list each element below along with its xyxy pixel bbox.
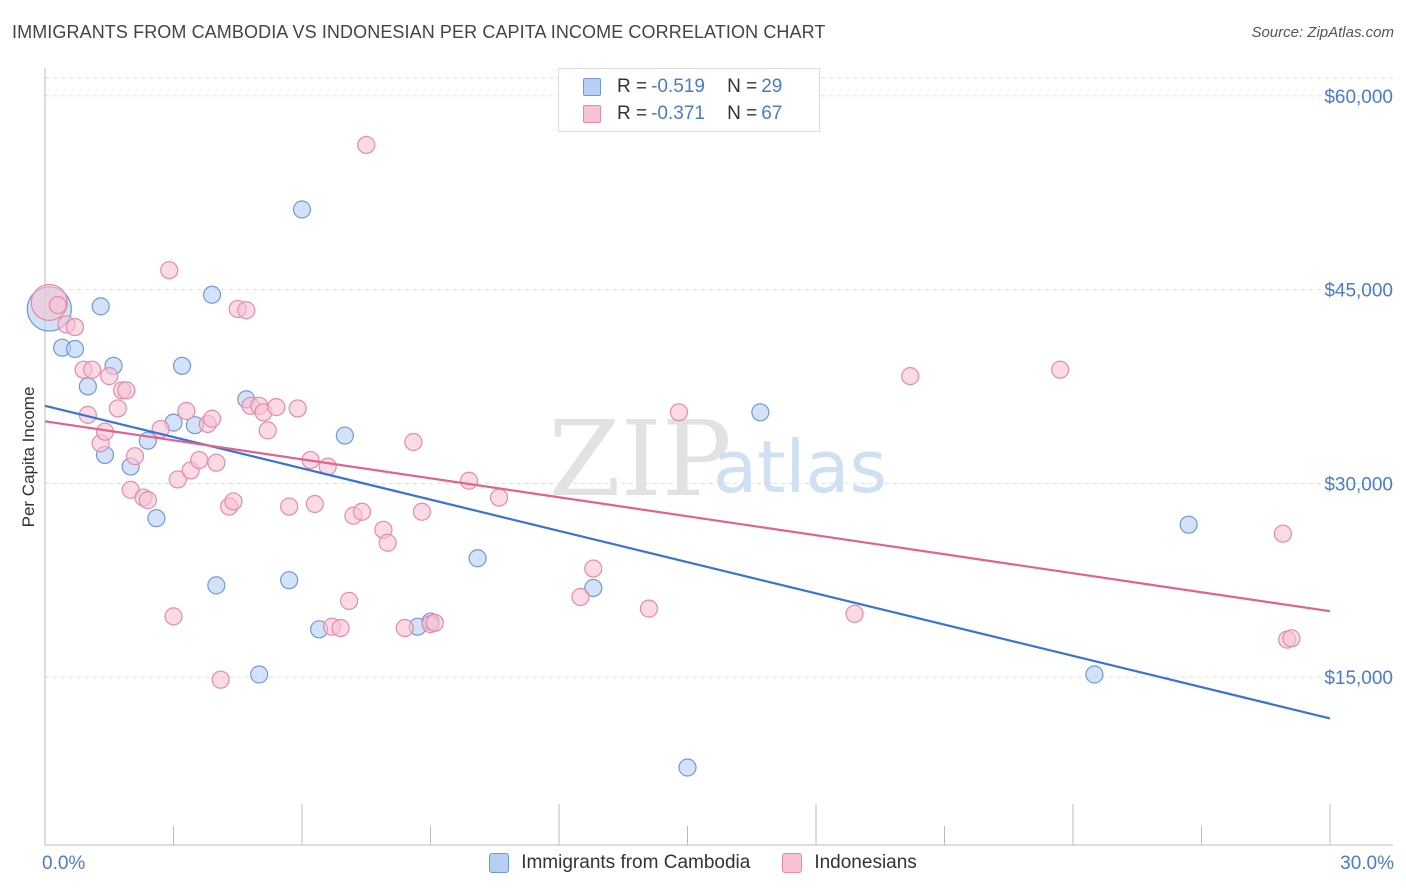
cambodia-trend-line xyxy=(44,404,1331,720)
cambodia-point xyxy=(202,285,222,304)
legend-label-indonesians: Indonesians xyxy=(814,852,917,873)
legend-r-value: -0.371 xyxy=(651,103,705,124)
indonesian-point xyxy=(357,135,376,155)
indonesian-point xyxy=(108,399,127,418)
legend-n-label: N = xyxy=(727,103,758,124)
tick-labels: $15,000 $30,000 $45,000 $60,000 0.0% 30.0% xyxy=(42,87,1394,874)
indonesian-point xyxy=(1282,629,1301,648)
legend-n-label: N = xyxy=(727,76,758,97)
legend-label-cambodia: Immigrants from Cambodia xyxy=(521,852,751,873)
legend-n-value: 67 xyxy=(761,103,783,124)
y-tick-label: $15,000 xyxy=(1324,668,1393,689)
cambodia-point xyxy=(584,578,603,598)
grid-lines xyxy=(45,77,1393,678)
series-legend: Immigrants from Cambodia Indonesians xyxy=(0,852,1406,874)
indonesian-point xyxy=(280,497,299,516)
indonesian-point xyxy=(168,470,187,489)
indonesian-point xyxy=(331,618,350,638)
indonesian-point xyxy=(211,670,230,689)
indonesian-point xyxy=(305,494,324,514)
indonesian-point xyxy=(267,398,286,417)
indonesian-point xyxy=(571,587,590,607)
indonesian-point xyxy=(404,432,423,452)
legend-swatch-blue xyxy=(583,78,601,96)
indonesian-trend-line xyxy=(44,420,1331,613)
indonesian-point xyxy=(412,502,432,521)
indonesian-point xyxy=(340,591,359,610)
indonesian-point xyxy=(378,533,397,552)
watermark-atlas: atlas xyxy=(713,425,887,509)
source-label: Source: ZipAtlas.com xyxy=(1251,24,1394,41)
indonesian-point xyxy=(395,618,414,638)
cambodia-point xyxy=(280,571,299,590)
indonesian-point xyxy=(1273,524,1292,543)
indonesian-point xyxy=(190,450,209,470)
indonesian-point xyxy=(901,367,920,386)
indonesian-point xyxy=(160,261,179,280)
legend-r-label: R = xyxy=(617,103,648,124)
cambodia-point xyxy=(207,576,226,595)
indonesian-point xyxy=(352,502,372,521)
indonesian-point xyxy=(425,613,444,632)
indonesian-point xyxy=(125,447,145,466)
cambodia-point xyxy=(147,509,166,528)
legend-swatch-pink xyxy=(583,105,601,123)
cambodia-point xyxy=(335,426,354,445)
indonesian-point xyxy=(584,559,603,578)
indonesian-point xyxy=(138,491,157,510)
indonesian-point xyxy=(48,295,67,315)
indonesian-point xyxy=(207,453,226,472)
legend-item-cambodia: Immigrants from Cambodia xyxy=(489,852,750,874)
data-points xyxy=(26,135,1301,777)
watermark-zip: ZIP xyxy=(548,398,731,520)
indonesian-point xyxy=(845,604,864,623)
x-tick-label: 0.0% xyxy=(42,853,85,874)
indonesian-point xyxy=(164,607,183,626)
indonesian-point xyxy=(202,409,222,428)
cambodia-point xyxy=(1085,665,1104,684)
indonesian-point xyxy=(489,488,509,507)
cambodia-point xyxy=(78,377,97,396)
cambodia-point xyxy=(678,758,697,777)
correlation-legend: R = -0.519 N = 29 R = -0.371 N = 67 xyxy=(558,68,820,132)
indonesian-point xyxy=(237,301,256,320)
cambodia-point xyxy=(250,665,269,684)
cambodia-point xyxy=(91,297,110,316)
cambodia-point xyxy=(65,339,85,359)
cambodia-point xyxy=(468,549,487,568)
cambodia-point xyxy=(1179,515,1198,534)
indonesian-point xyxy=(177,401,196,421)
indonesian-point xyxy=(100,367,119,386)
y-axis-label: Per Capita Income xyxy=(19,387,38,528)
trend-lines xyxy=(44,404,1331,720)
indonesian-point xyxy=(224,492,243,511)
indonesian-point xyxy=(459,471,479,490)
cambodia-point xyxy=(292,200,312,219)
indonesian-point xyxy=(83,360,102,379)
indonesian-point xyxy=(1051,360,1070,379)
y-tick-label: $45,000 xyxy=(1324,281,1393,302)
indonesian-point xyxy=(669,403,689,422)
cambodia-point xyxy=(172,356,192,375)
cambodia-point xyxy=(751,403,770,422)
chart-title: IMMIGRANTS FROM CAMBODIA VS INDONESIAN P… xyxy=(12,22,826,42)
legend-swatch-blue xyxy=(489,853,510,873)
legend-r-label: R = xyxy=(617,76,648,97)
axes xyxy=(44,68,1393,846)
legend-item-indonesians: Indonesians xyxy=(782,852,917,874)
legend-row-cambodia: R = -0.519 N = 29 xyxy=(559,74,782,100)
x-tick-label: 30.0% xyxy=(1340,853,1394,874)
y-tick-label: $30,000 xyxy=(1324,474,1393,495)
indonesian-point xyxy=(117,381,136,400)
y-tick-label: $60,000 xyxy=(1324,87,1393,108)
indonesian-point xyxy=(258,421,277,440)
legend-r-value: -0.519 xyxy=(651,76,705,97)
indonesian-point xyxy=(288,399,307,418)
indonesian-point xyxy=(639,599,659,618)
legend-row-indonesians: R = -0.371 N = 67 xyxy=(559,101,782,127)
indonesian-point xyxy=(65,317,85,337)
legend-n-value: 29 xyxy=(761,76,783,97)
legend-swatch-pink xyxy=(782,853,803,873)
